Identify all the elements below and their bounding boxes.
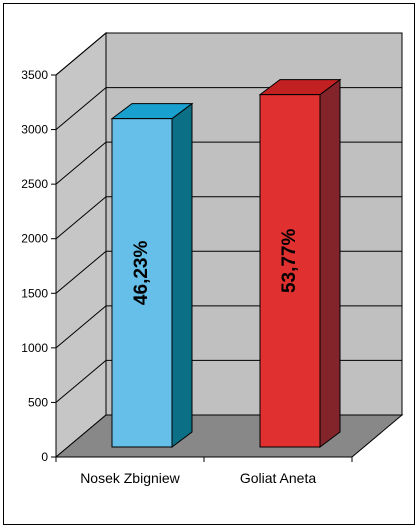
y-tick-label-2500: 2500 [21, 177, 48, 191]
bar-data-label-nosek: 46,23% [131, 241, 152, 306]
y-tick-label-0: 0 [41, 450, 48, 464]
floor [54, 414, 404, 458]
y-tick-label-1000: 1000 [21, 341, 48, 355]
bar-goliat-aneta [258, 78, 342, 448]
bar-front-face [111, 118, 173, 448]
chart-frame [3, 3, 415, 525]
bars [110, 78, 342, 448]
x-category-label-nosek: Nosek Zbigniew [80, 470, 180, 486]
bar-side-face [171, 102, 193, 448]
y-tick-label-3000: 3000 [21, 123, 48, 137]
bar-data-label-goliat: 53,77% [279, 229, 300, 294]
bar-front-face [259, 94, 321, 448]
side-wall [55, 31, 107, 459]
y-tick-label-3500: 3500 [21, 68, 48, 82]
grid-line-3500 [55, 32, 402, 76]
x-category-label-goliat: Goliat Aneta [240, 470, 316, 486]
y-tick-label-1500: 1500 [21, 286, 48, 300]
y-tick-label-500: 500 [28, 395, 48, 409]
bar-side-face [319, 78, 341, 448]
y-tick-label-2000: 2000 [21, 232, 48, 246]
chart-walls [54, 31, 404, 459]
axes [51, 74, 353, 462]
bar-nosek-zbigniew [110, 102, 194, 448]
